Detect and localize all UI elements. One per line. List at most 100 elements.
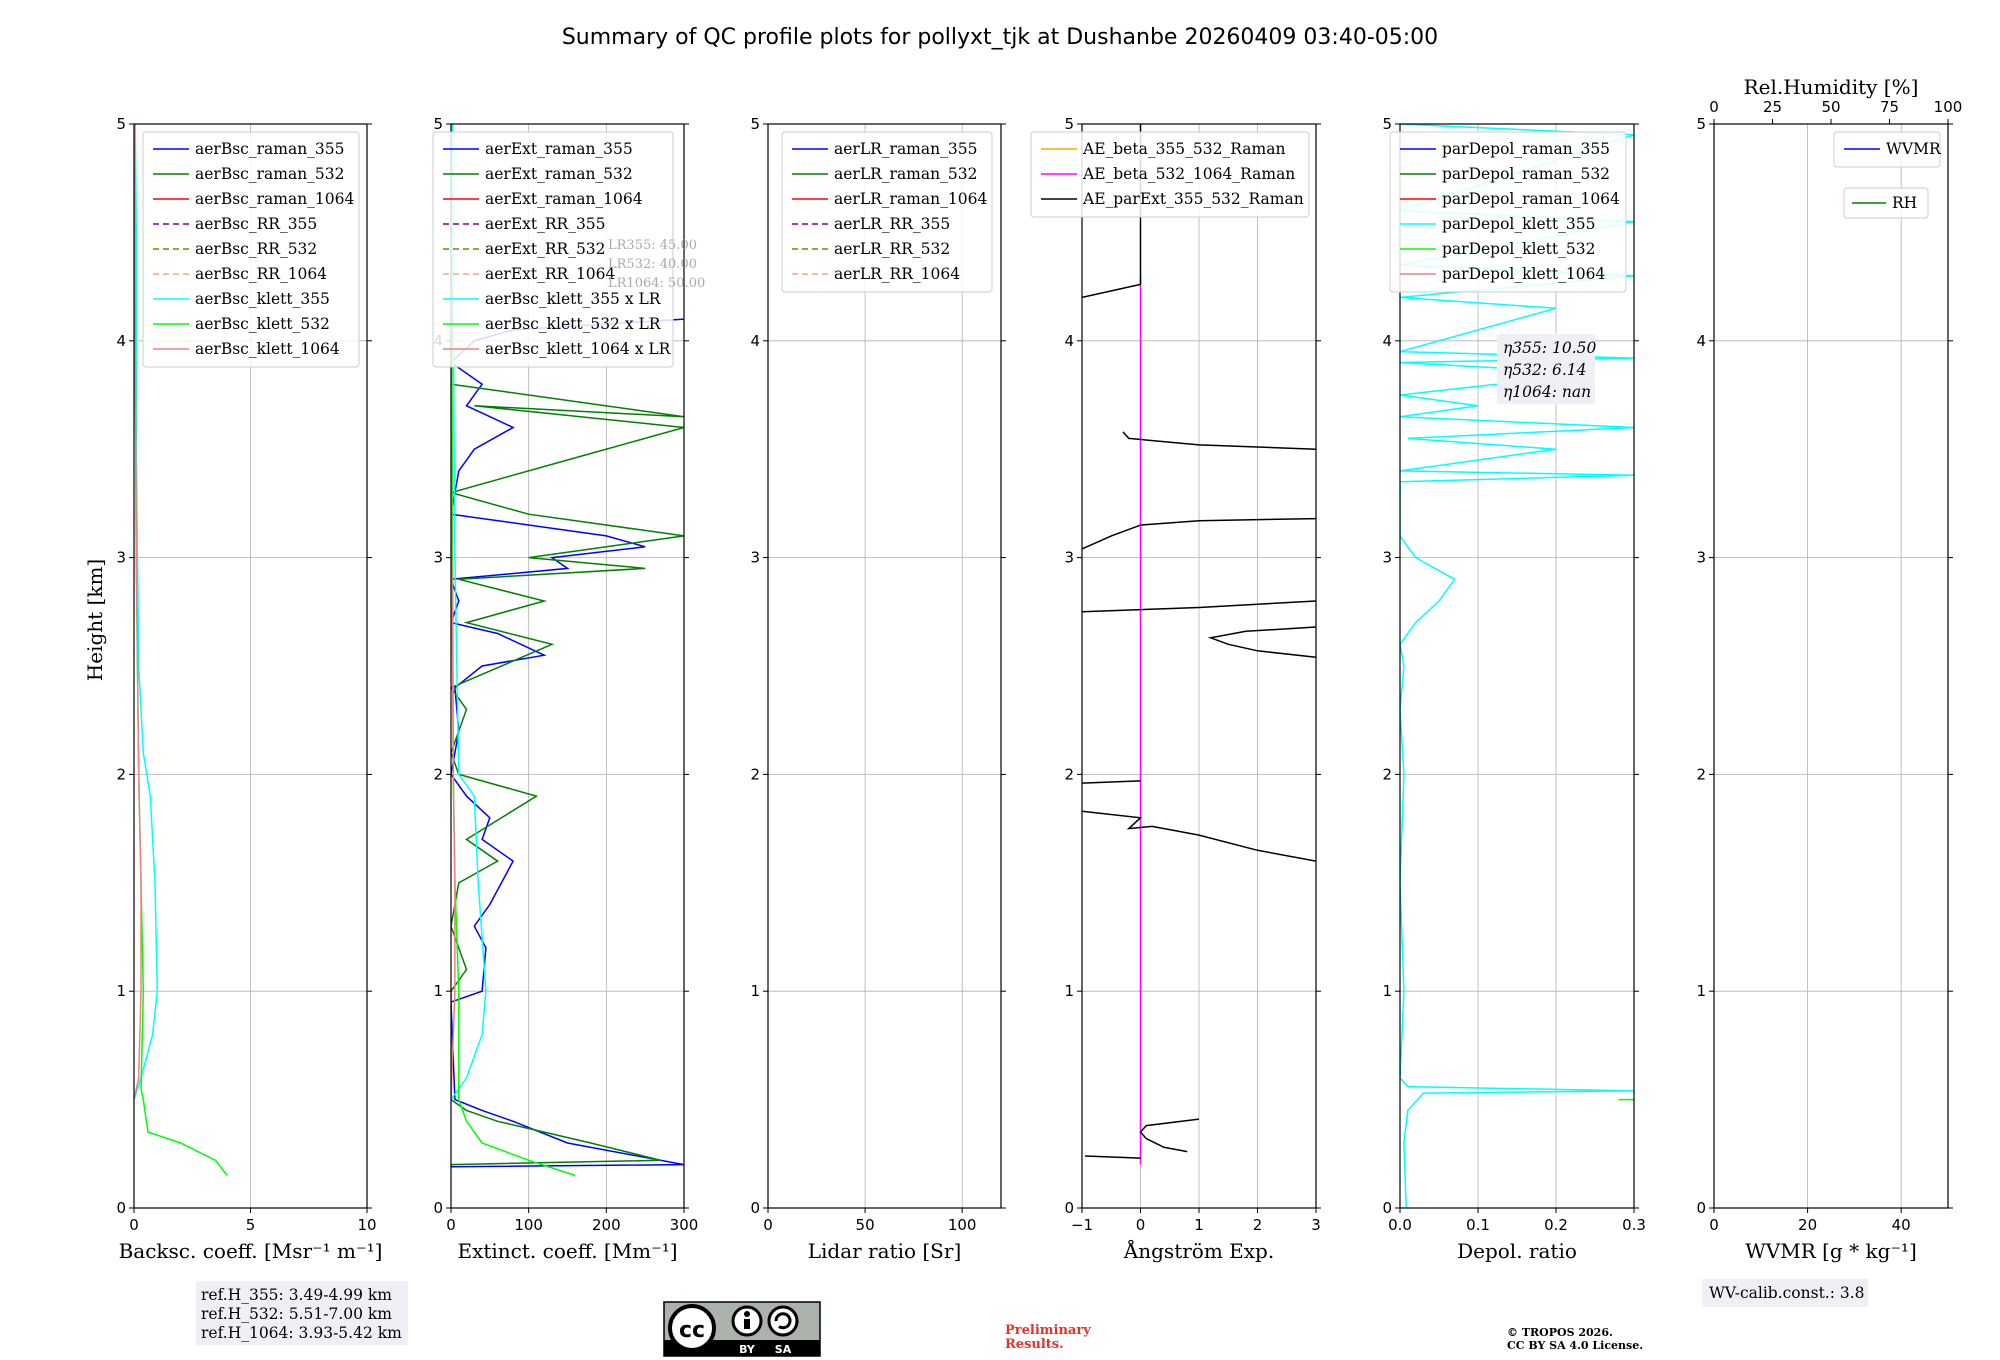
top-x-tick-label: 50 — [1821, 98, 1840, 116]
x-axis-label: Backsc. coeff. [Msr⁻¹ m⁻¹] — [119, 1239, 383, 1263]
series-line-ae-parext-355-532-raman-a — [1139, 1118, 1200, 1153]
y-tick-label: 1 — [1064, 982, 1074, 1000]
series-line-ae-parext-355-532-raman-b — [1084, 1155, 1141, 1159]
legend-entry: aerExt_RR_355 — [485, 215, 606, 233]
y-tick-label: 4 — [1382, 332, 1392, 350]
x-tick-label: 10 — [357, 1216, 376, 1234]
x-tick-label: 0.1 — [1466, 1216, 1490, 1234]
x-tick-label: 200 — [592, 1216, 621, 1234]
x-tick-label: 20 — [1798, 1216, 1817, 1234]
eta-annotation: η532: 6.14 — [1503, 361, 1587, 379]
plot-frame — [1713, 123, 1949, 1209]
legend-entry: parDepol_klett_532 — [1442, 240, 1595, 258]
legend-entry: aerExt_raman_532 — [485, 165, 633, 183]
y-tick-label: 0 — [750, 1199, 760, 1217]
series-line-aerbsc-klett-532 x lr — [451, 124, 576, 1177]
legend-entry: aerBsc_raman_1064 — [195, 190, 355, 208]
x-tick-label: 0 — [446, 1216, 456, 1234]
x-tick-label: 100 — [948, 1216, 977, 1234]
y-tick-label: 4 — [1064, 332, 1074, 350]
y-tick-label: 3 — [1382, 549, 1392, 567]
legend-box — [1389, 131, 1627, 293]
plot-frame — [450, 123, 685, 1209]
legend-box — [432, 131, 674, 368]
panel-ext: 0100200300012345Extinct. coeff. [Mm⁻¹]ae… — [432, 115, 705, 1263]
plot-frame — [133, 123, 368, 1209]
copyright-line1: © TROPOS 2026. — [1507, 1326, 1613, 1339]
legend-entry: aerLR_raman_355 — [834, 140, 977, 158]
y-tick-label: 5 — [116, 115, 126, 133]
y-tick-label: 0 — [1696, 1199, 1706, 1217]
plot-frame — [1399, 123, 1635, 1209]
x-tick-label: 5 — [246, 1216, 256, 1234]
y-tick-label: 2 — [750, 765, 760, 783]
x-axis-label: WVMR [g * kg⁻¹] — [1745, 1239, 1917, 1263]
plot-frame — [767, 123, 1002, 1209]
series-line-aerbsc-klett-1064 — [134, 124, 142, 1100]
preliminary-line1: Preliminary — [1005, 1323, 1091, 1338]
y-tick-label: 5 — [1064, 115, 1074, 133]
legend-entry: aerBsc_klett_355 x LR — [485, 290, 662, 308]
legend-entry: aerBsc_klett_532 — [195, 315, 330, 333]
legend-entry: aerBsc_raman_355 — [195, 140, 345, 158]
legend-entry: aerLR_raman_1064 — [834, 190, 987, 208]
series-group — [1400, 124, 1634, 1208]
legend-box — [1833, 131, 1941, 168]
x-tick-label: −1 — [1071, 1216, 1093, 1234]
y-tick-label: 4 — [1696, 332, 1706, 350]
series-line-ae-parext-355-532-raman-d — [1082, 780, 1141, 784]
wv-calib-box: WV-calib.const.: 3.8 — [1702, 1279, 1868, 1307]
ref-h-1064: ref.H_1064: 3.93-5.42 km — [201, 1324, 402, 1342]
ref-h-355: ref.H_355: 3.49-4.99 km — [201, 1286, 392, 1304]
ref-h-532: ref.H_532: 5.51-7.00 km — [201, 1305, 392, 1323]
y-tick-label: 0 — [116, 1199, 126, 1217]
legend-entry: RH — [1892, 194, 1917, 212]
eta-box — [1497, 334, 1595, 404]
series-group — [451, 124, 684, 1177]
x-tick-label: 2 — [1253, 1216, 1263, 1234]
y-tick-label: 3 — [750, 549, 760, 567]
legend-entry: aerBsc_klett_1064 — [195, 340, 340, 358]
eta-annotation: η1064: nan — [1503, 383, 1591, 401]
wv-calib-bg — [1702, 1279, 1868, 1307]
y-tick-label: 1 — [750, 982, 760, 1000]
ref-box-bg — [196, 1281, 408, 1345]
legend-entry: aerBsc_klett_355 — [195, 290, 330, 308]
legend-entry: parDepol_raman_1064 — [1442, 190, 1620, 208]
x-tick-label: 0 — [763, 1216, 773, 1234]
y-tick-label: 1 — [116, 982, 126, 1000]
top-x-tick-label: 0 — [1709, 98, 1719, 116]
plot-frame — [1081, 123, 1317, 1209]
legend-entry: aerLR_RR_532 — [834, 240, 950, 258]
series-line-aerbsc-klett-355 — [134, 124, 159, 1100]
legend-entry: aerBsc_RR_1064 — [195, 265, 327, 283]
legend-entry: WVMR — [1886, 140, 1942, 158]
y-tick-label: 0 — [1064, 1199, 1074, 1217]
x-tick-label: 0 — [129, 1216, 139, 1234]
by-icon-body — [744, 1319, 750, 1329]
series-line-ae-parext-355-532-raman-f — [1082, 600, 1316, 613]
y-tick-label: 3 — [1064, 549, 1074, 567]
legend: AE_beta_355_532_Raman AE_beta_532_1064_Ra… — [1030, 131, 1310, 218]
y-tick-label: 3 — [433, 549, 443, 567]
series-line-ae-parext-355-532-raman-h — [1122, 431, 1316, 450]
y-tick-label: 1 — [1382, 982, 1392, 1000]
y-tick-label: 5 — [433, 115, 443, 133]
cc-license-badge: cc BY SA — [663, 1301, 821, 1357]
y-tick-label: 1 — [1696, 982, 1706, 1000]
legend-entry: AE_parExt_355_532_Raman — [1082, 190, 1304, 208]
x-tick-label: 0 — [1709, 1216, 1719, 1234]
legend-entry: parDepol_klett_1064 — [1442, 265, 1605, 283]
legend-rh: RH — [1843, 187, 1929, 219]
series-line-aerbsc-klett-1064 x lr — [451, 340, 456, 1100]
y-tick-label: 2 — [1696, 765, 1706, 783]
y-tick-label: 0 — [1382, 1199, 1392, 1217]
series-line-ae-parext-355-532-raman-e — [1207, 626, 1316, 659]
y-tick-label: 5 — [1696, 115, 1706, 133]
legend-entry: aerBsc_RR_355 — [195, 215, 317, 233]
y-tick-label: 2 — [1382, 765, 1392, 783]
top-x-axis-label: Rel.Humidity [%] — [1744, 75, 1919, 99]
lr-annotation: LR355: 45.00 — [608, 238, 697, 253]
